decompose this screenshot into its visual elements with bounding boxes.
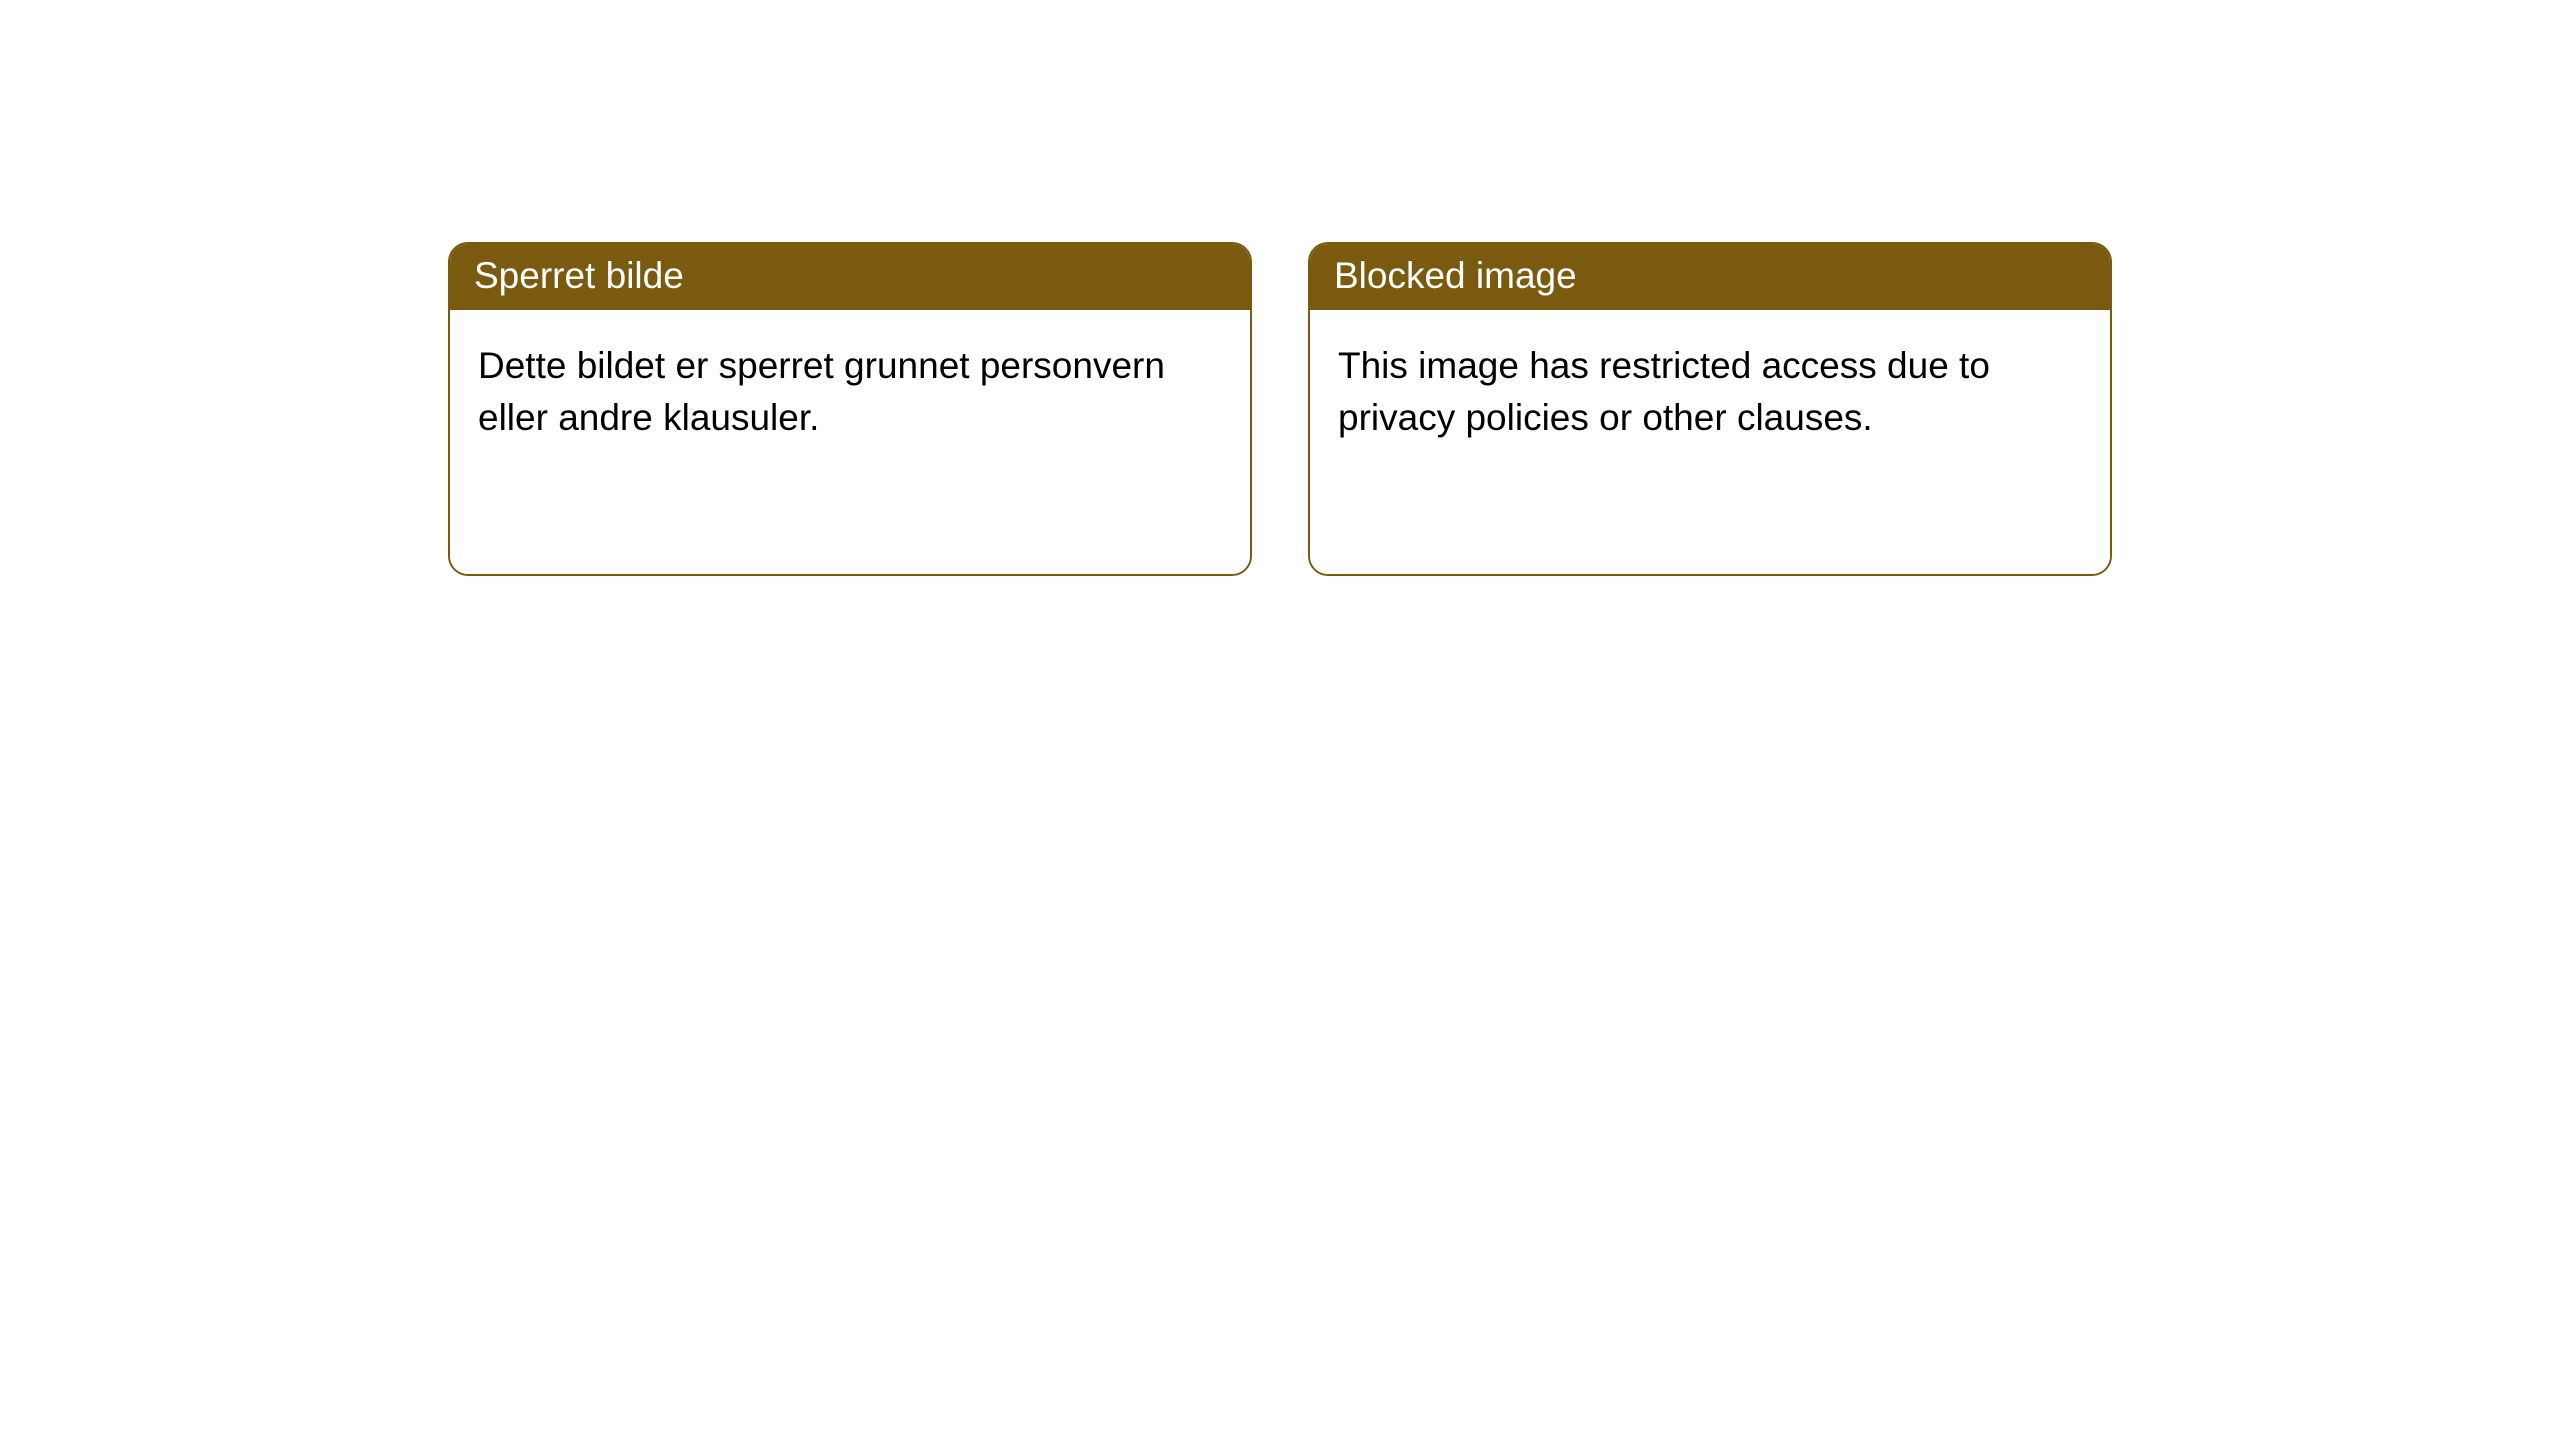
notice-container: Sperret bilde Dette bildet er sperret gr… <box>0 0 2560 576</box>
notice-card-english: Blocked image This image has restricted … <box>1308 242 2112 576</box>
notice-card-norwegian: Sperret bilde Dette bildet er sperret gr… <box>448 242 1252 576</box>
notice-title-norwegian: Sperret bilde <box>450 244 1250 310</box>
notice-body-norwegian: Dette bildet er sperret grunnet personve… <box>450 310 1250 574</box>
notice-title-english: Blocked image <box>1310 244 2110 310</box>
notice-body-english: This image has restricted access due to … <box>1310 310 2110 574</box>
